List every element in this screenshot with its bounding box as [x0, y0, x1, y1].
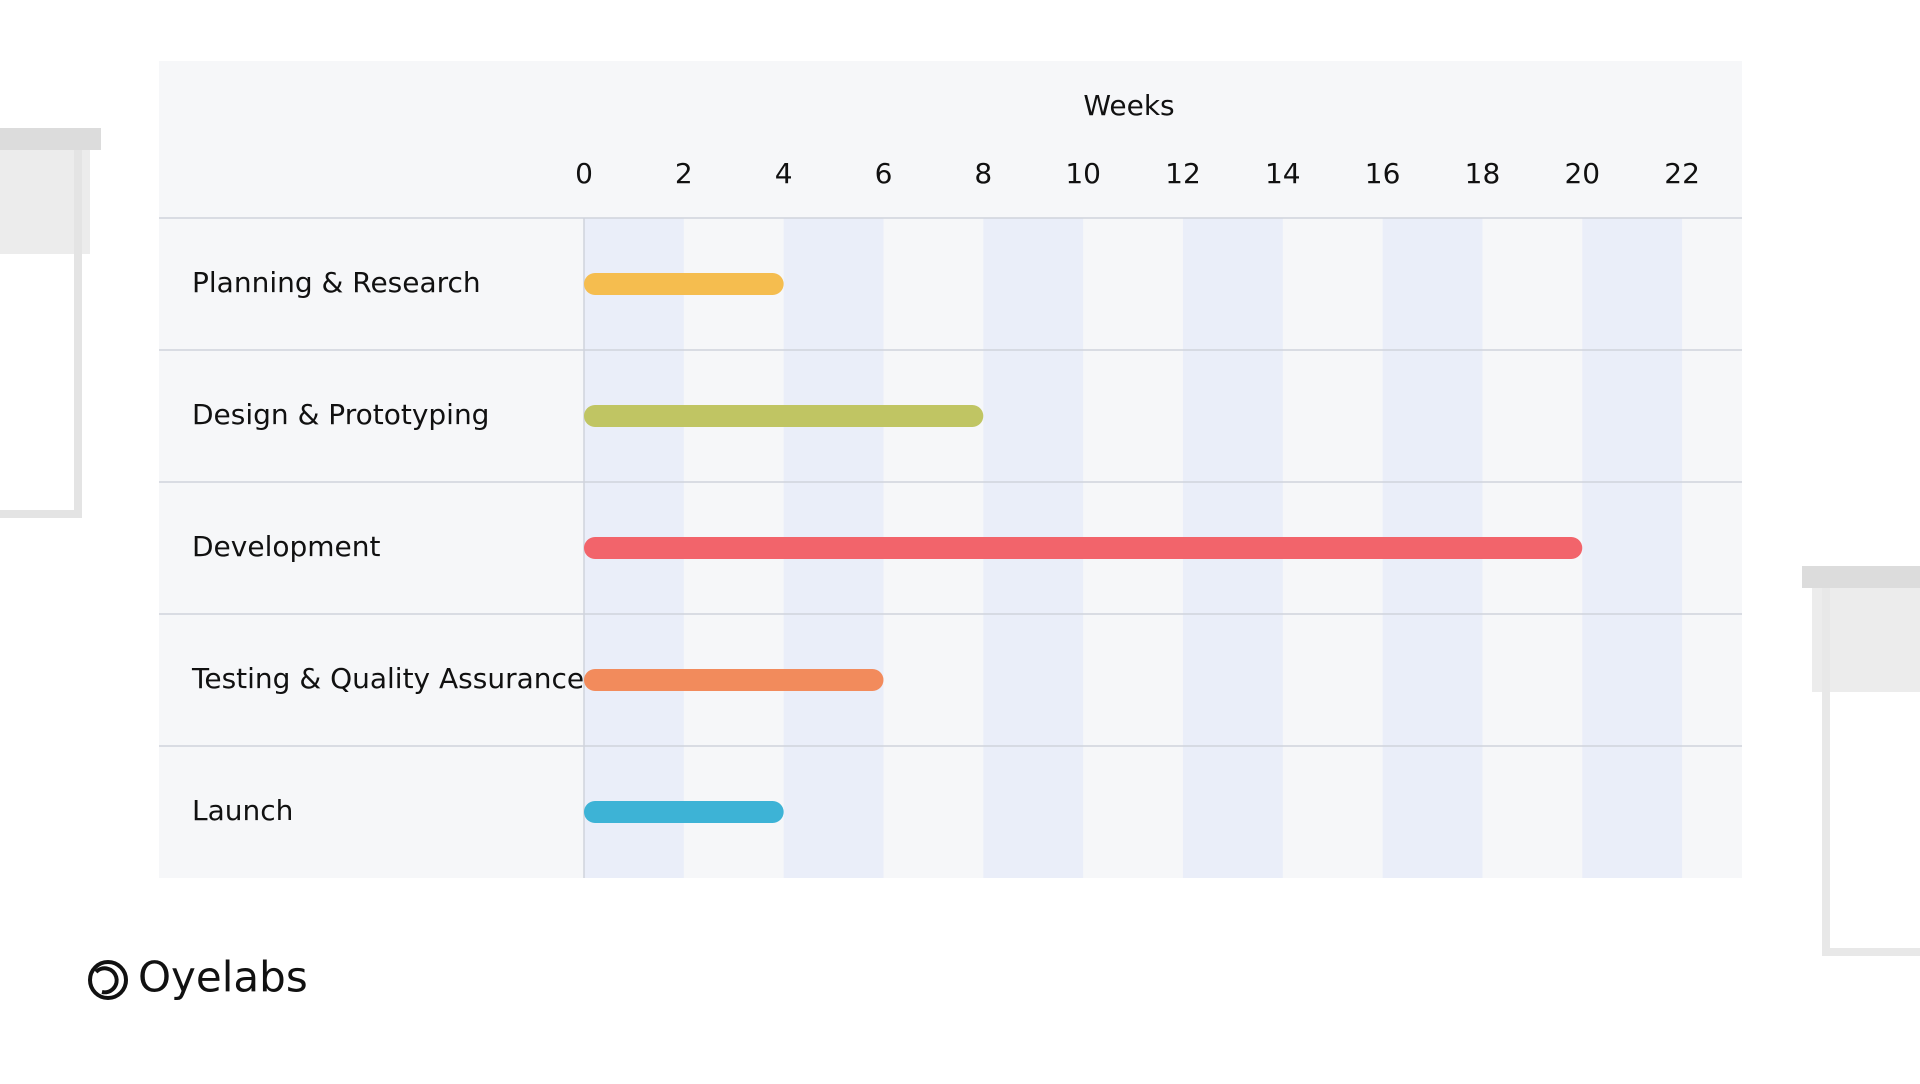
x-tick-label: 2 — [675, 157, 693, 190]
x-tick-label: 14 — [1265, 157, 1301, 190]
chart-panel — [159, 61, 1742, 878]
x-tick-label: 6 — [875, 157, 893, 190]
gantt-bar — [584, 801, 784, 823]
y-tick-label: Planning & Research — [192, 266, 481, 299]
gantt-bar — [584, 273, 784, 295]
x-tick-label: 10 — [1065, 157, 1101, 190]
y-tick-label: Design & Prototyping — [192, 398, 489, 431]
y-tick-label: Launch — [192, 794, 293, 827]
x-tick-label: 22 — [1664, 157, 1700, 190]
y-tick-label: Testing & Quality Assurance — [191, 662, 584, 695]
decoration — [0, 128, 1920, 956]
x-tick-label: 0 — [575, 157, 593, 190]
brand: Oyelabs — [138, 953, 308, 1002]
logo — [88, 960, 128, 1000]
x-tick-label: 4 — [775, 157, 793, 190]
x-tick-label: 18 — [1465, 157, 1501, 190]
gantt-bar — [584, 537, 1583, 559]
x-tick-label: 20 — [1564, 157, 1600, 190]
grid-band — [1582, 218, 1683, 878]
x-tick-label: 16 — [1365, 157, 1401, 190]
x-tick-label: 12 — [1165, 157, 1201, 190]
x-axis-title: Weeks — [1083, 89, 1174, 122]
y-tick-label: Development — [192, 530, 381, 563]
gantt-bar — [584, 405, 984, 427]
x-tick-label: 8 — [974, 157, 992, 190]
gantt-bar — [584, 669, 884, 691]
